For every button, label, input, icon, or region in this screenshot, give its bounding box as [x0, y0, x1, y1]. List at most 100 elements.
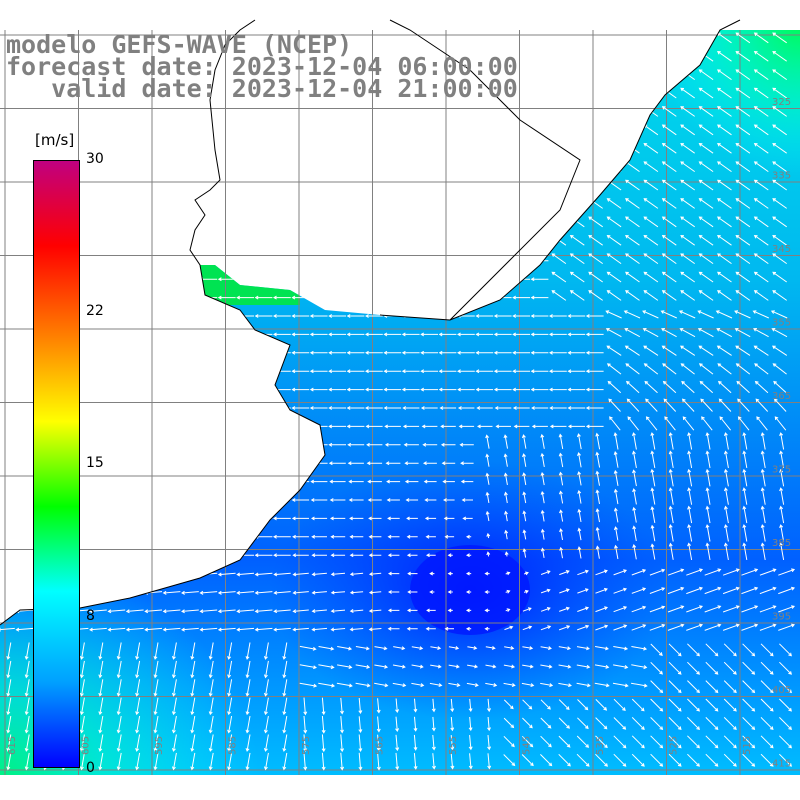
wind-arrow [387, 553, 400, 558]
wind-arrow [613, 646, 629, 651]
wind-arrow [15, 314, 34, 318]
wind-arrow [661, 106, 677, 117]
wind-arrow [227, 697, 233, 716]
wind-arrow [330, 590, 346, 595]
wind-arrow [735, 345, 751, 356]
wind-arrow [0, 185, 15, 190]
wind-arrow [457, 387, 475, 392]
wind-arrow [208, 734, 214, 752]
wind-arrow [272, 314, 291, 318]
wind-arrow [208, 697, 214, 716]
wind-arrow [263, 716, 269, 734]
wind-arrow [272, 222, 291, 226]
wind-arrow [723, 468, 729, 487]
wind-arrow [432, 753, 436, 770]
wind-arrow [88, 166, 107, 171]
wind-arrow [650, 487, 656, 505]
wind-arrow [291, 111, 310, 116]
lat-label: 335 [772, 171, 791, 182]
wind-arrow [722, 605, 740, 613]
wind-arrow [468, 735, 473, 751]
wind-arrow [723, 717, 737, 730]
wind-arrow [631, 735, 645, 749]
wind-arrow [6, 697, 12, 716]
wind-arrow [88, 516, 107, 521]
wind-arrow [722, 586, 740, 595]
wind-arrow [753, 271, 769, 283]
wind-arrow [263, 642, 269, 660]
wind-arrow [282, 716, 288, 734]
wind-arrow [291, 277, 310, 282]
wind-arrow [742, 698, 756, 712]
wind-arrow [493, 185, 512, 190]
wind-arrow [705, 698, 719, 712]
wind-arrow [523, 571, 529, 576]
wind-arrow [476, 406, 493, 410]
wind-arrow [430, 646, 442, 650]
wind-arrow [485, 664, 497, 669]
wind-arrow [475, 222, 494, 226]
wind-arrow [595, 717, 608, 730]
wind-arrow [461, 498, 473, 502]
wind-arrow [199, 627, 218, 632]
wind-arrow [585, 406, 604, 410]
wind-arrow [613, 469, 619, 486]
wind-arrow [530, 56, 549, 61]
wind-arrow [457, 406, 475, 410]
wind-arrow [723, 524, 729, 542]
wind-arrow [291, 222, 310, 226]
wind-arrow [0, 590, 15, 595]
wind-arrow [98, 752, 104, 771]
wind-arrow [779, 505, 785, 524]
wind-arrow [88, 424, 107, 429]
wind-arrow [227, 679, 233, 697]
wind-arrow [772, 179, 787, 191]
wind-arrow [661, 124, 677, 136]
wind-arrow [309, 111, 328, 116]
wind-arrow [772, 124, 787, 136]
wind-arrow [530, 387, 549, 392]
wind-arrow [613, 488, 619, 505]
wind-arrow [355, 682, 371, 688]
wind-arrow [420, 314, 438, 318]
wind-arrow [530, 314, 549, 318]
wind-arrow [588, 87, 603, 99]
wind-arrow [116, 660, 122, 679]
wind-arrow [171, 752, 177, 771]
wind-arrow [577, 527, 582, 541]
wind-arrow [347, 461, 364, 466]
wind-arrow [162, 406, 181, 410]
wind-arrow [199, 258, 218, 263]
wind-arrow [631, 698, 645, 712]
wind-arrow [493, 148, 512, 153]
wind-arrow [125, 572, 144, 577]
wind-arrow [530, 350, 549, 355]
wind-arrow [401, 130, 420, 134]
wind-arrow [772, 106, 787, 117]
wind-arrow [386, 479, 401, 484]
wind-arrow [180, 148, 199, 153]
wind-arrow [716, 345, 732, 356]
wind-arrow [522, 717, 533, 729]
wind-arrow [0, 534, 15, 539]
lon-label: 535 [595, 736, 606, 755]
wind-arrow [291, 148, 310, 153]
wind-arrow [162, 387, 181, 392]
wind-arrow [144, 332, 162, 337]
wind-arrow [742, 753, 756, 767]
wind-arrow [512, 222, 530, 226]
wind-arrow [292, 627, 309, 632]
wind-arrow [625, 216, 640, 228]
wind-arrow [430, 664, 442, 669]
wind-arrow [401, 111, 420, 116]
wind-arrow [606, 87, 622, 99]
wind-arrow [444, 534, 455, 539]
wind-arrow [273, 590, 291, 595]
wind-arrow [24, 642, 30, 660]
wind-arrow [383, 258, 402, 263]
wind-arrow [717, 290, 732, 301]
wind-arrow [753, 179, 769, 191]
wind-arrow [303, 715, 308, 734]
wind-arrow [742, 717, 756, 730]
wind-arrow [6, 660, 12, 679]
